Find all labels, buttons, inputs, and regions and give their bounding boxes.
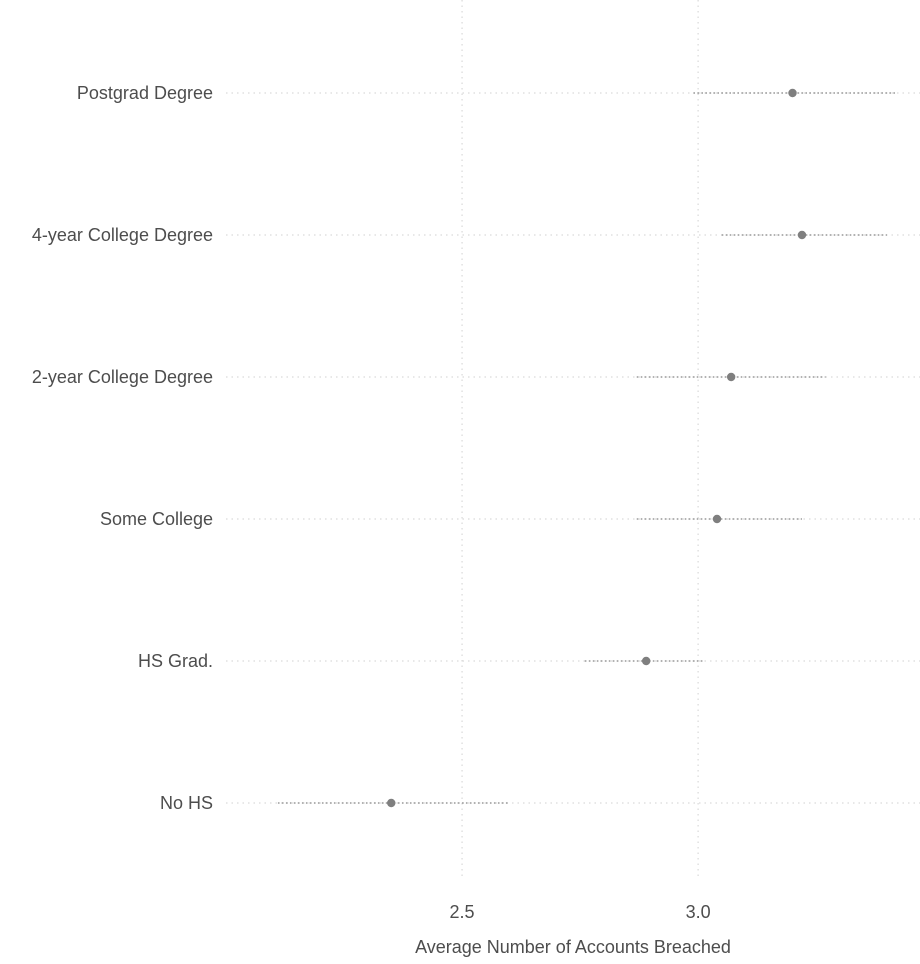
grid-lines (226, 0, 920, 880)
data-point (387, 799, 395, 807)
confidence-intervals (278, 93, 896, 803)
x-tick-label: 3.0 (686, 902, 711, 922)
x-tick-label: 2.5 (450, 902, 475, 922)
x-axis-title: Average Number of Accounts Breached (415, 937, 731, 957)
data-point (642, 657, 650, 665)
y-tick-label: 2-year College Degree (32, 367, 213, 387)
data-point (713, 515, 721, 523)
y-tick-label: Some College (100, 509, 213, 529)
y-tick-label: No HS (160, 793, 213, 813)
y-tick-label: Postgrad Degree (77, 83, 213, 103)
data-points (387, 89, 806, 807)
y-tick-label: 4-year College Degree (32, 225, 213, 245)
y-tick-label: HS Grad. (138, 651, 213, 671)
x-tick-labels: 2.5 3.0 (450, 902, 711, 922)
data-point (727, 373, 735, 381)
data-point (788, 89, 796, 97)
data-point (798, 231, 806, 239)
y-tick-labels: Postgrad Degree 4-year College Degree 2-ye… (32, 83, 213, 813)
